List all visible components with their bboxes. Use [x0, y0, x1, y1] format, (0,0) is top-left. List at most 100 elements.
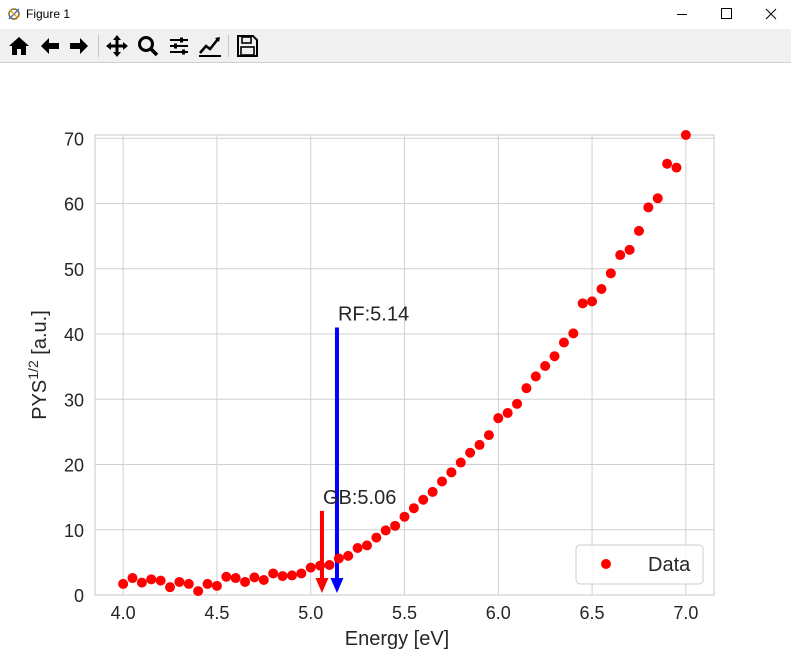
data-point — [221, 571, 232, 582]
annotation-arrow-head — [315, 578, 329, 594]
y-tick-label: 20 — [64, 456, 84, 476]
customize-icon[interactable] — [197, 33, 223, 59]
x-tick-label: 4.0 — [111, 603, 136, 623]
x-tick-label: 6.0 — [486, 603, 511, 623]
data-point — [474, 439, 485, 450]
data-point — [605, 268, 616, 279]
data-point — [446, 467, 457, 478]
zoom-icon[interactable] — [135, 33, 161, 59]
annotation-layer: RF:5.14 GB:5.06 — [315, 303, 409, 594]
data-point — [493, 413, 504, 424]
data-point — [277, 571, 288, 582]
data-point — [568, 328, 579, 339]
plot-canvas[interactable]: 4.0 4.5 5.0 5.5 6.0 6.5 7.0 0 10 20 30 40 50 60 70 RF:… — [0, 63, 791, 661]
data-point — [315, 560, 326, 571]
data-point — [305, 562, 316, 573]
data-point — [465, 447, 476, 458]
legend-label: Data — [648, 554, 691, 576]
y-tick-label: 0 — [74, 586, 84, 606]
annotation-arrow-head — [330, 578, 344, 594]
x-tick-label: 7.0 — [673, 603, 698, 623]
data-point — [258, 574, 269, 585]
data-point — [540, 360, 551, 371]
data-point — [483, 430, 494, 441]
pan-icon[interactable] — [104, 33, 130, 59]
home-icon[interactable] — [6, 33, 32, 59]
data-point — [324, 559, 335, 570]
data-point — [343, 550, 354, 561]
data-point — [193, 586, 204, 597]
data-point — [662, 158, 673, 169]
data-point — [521, 383, 532, 394]
x-tick-label: 6.5 — [580, 603, 605, 623]
data-point — [296, 568, 307, 579]
y-tick-label: 70 — [64, 129, 84, 149]
title-bar: Figure 1 — [0, 0, 791, 29]
y-tick-label: 10 — [64, 521, 84, 541]
data-point — [174, 576, 185, 587]
maximize-button[interactable] — [703, 0, 749, 29]
x-axis-label: Energy [eV] — [345, 628, 450, 650]
y-tick-label: 40 — [64, 325, 84, 345]
data-point — [286, 570, 297, 581]
data-point — [202, 578, 213, 589]
data-point — [352, 543, 363, 554]
data-point — [211, 580, 222, 591]
window-title: Figure 1 — [26, 7, 71, 21]
close-button[interactable] — [748, 0, 791, 29]
data-point — [408, 503, 419, 514]
data-point — [437, 476, 448, 487]
legend-marker — [601, 559, 611, 569]
back-icon[interactable] — [37, 33, 63, 59]
legend-box — [575, 544, 704, 585]
data-point — [680, 130, 691, 140]
data-point — [399, 511, 410, 522]
grid-layer — [95, 135, 714, 596]
annotation-label: RF:5.14 — [338, 303, 409, 325]
data-point — [268, 568, 279, 579]
data-point — [136, 577, 147, 588]
save-icon[interactable] — [234, 33, 260, 59]
subplots-icon[interactable] — [166, 33, 192, 59]
data-point — [390, 520, 401, 531]
y-axis-label: PYS1/2 [a.u.] — [25, 310, 51, 420]
data-point — [549, 351, 560, 362]
y-tick-label: 50 — [64, 260, 84, 280]
data-point — [118, 578, 129, 589]
toolbar-separator — [98, 35, 99, 57]
minimize-button[interactable] — [659, 0, 705, 29]
y-tick-label: 30 — [64, 390, 84, 410]
data-point — [633, 225, 644, 236]
data-point — [502, 407, 513, 418]
data-point — [596, 283, 607, 294]
data-point — [587, 296, 598, 307]
axes-frame — [94, 134, 715, 596]
data-point — [380, 525, 391, 536]
x-tick-label: 5.0 — [298, 603, 323, 623]
legend: Data — [575, 544, 704, 585]
data-point — [230, 573, 241, 584]
data-point — [361, 540, 372, 551]
data-point — [512, 398, 523, 409]
data-point — [333, 553, 344, 564]
x-tick-label: 4.5 — [204, 603, 229, 623]
data-point — [146, 574, 157, 585]
toolbar-separator — [228, 35, 229, 57]
data-point — [671, 162, 682, 173]
x-tick-label: 5.5 — [392, 603, 417, 623]
data-point — [165, 582, 176, 593]
tick-labels: 4.0 4.5 5.0 5.5 6.0 6.5 7.0 0 10 20 30 40 50 60 70 — [64, 129, 698, 623]
data-point — [371, 532, 382, 543]
data-point — [615, 250, 626, 261]
data-point — [455, 457, 466, 468]
data-point — [643, 202, 654, 213]
data-point — [183, 578, 194, 589]
y-tick-label: 60 — [64, 195, 84, 215]
data-point — [249, 572, 260, 583]
data-point — [127, 573, 138, 584]
data-point — [558, 337, 569, 348]
data-point — [624, 244, 635, 255]
data-point — [427, 486, 438, 497]
navigation-toolbar — [0, 29, 791, 63]
forward-icon[interactable] — [66, 33, 92, 59]
